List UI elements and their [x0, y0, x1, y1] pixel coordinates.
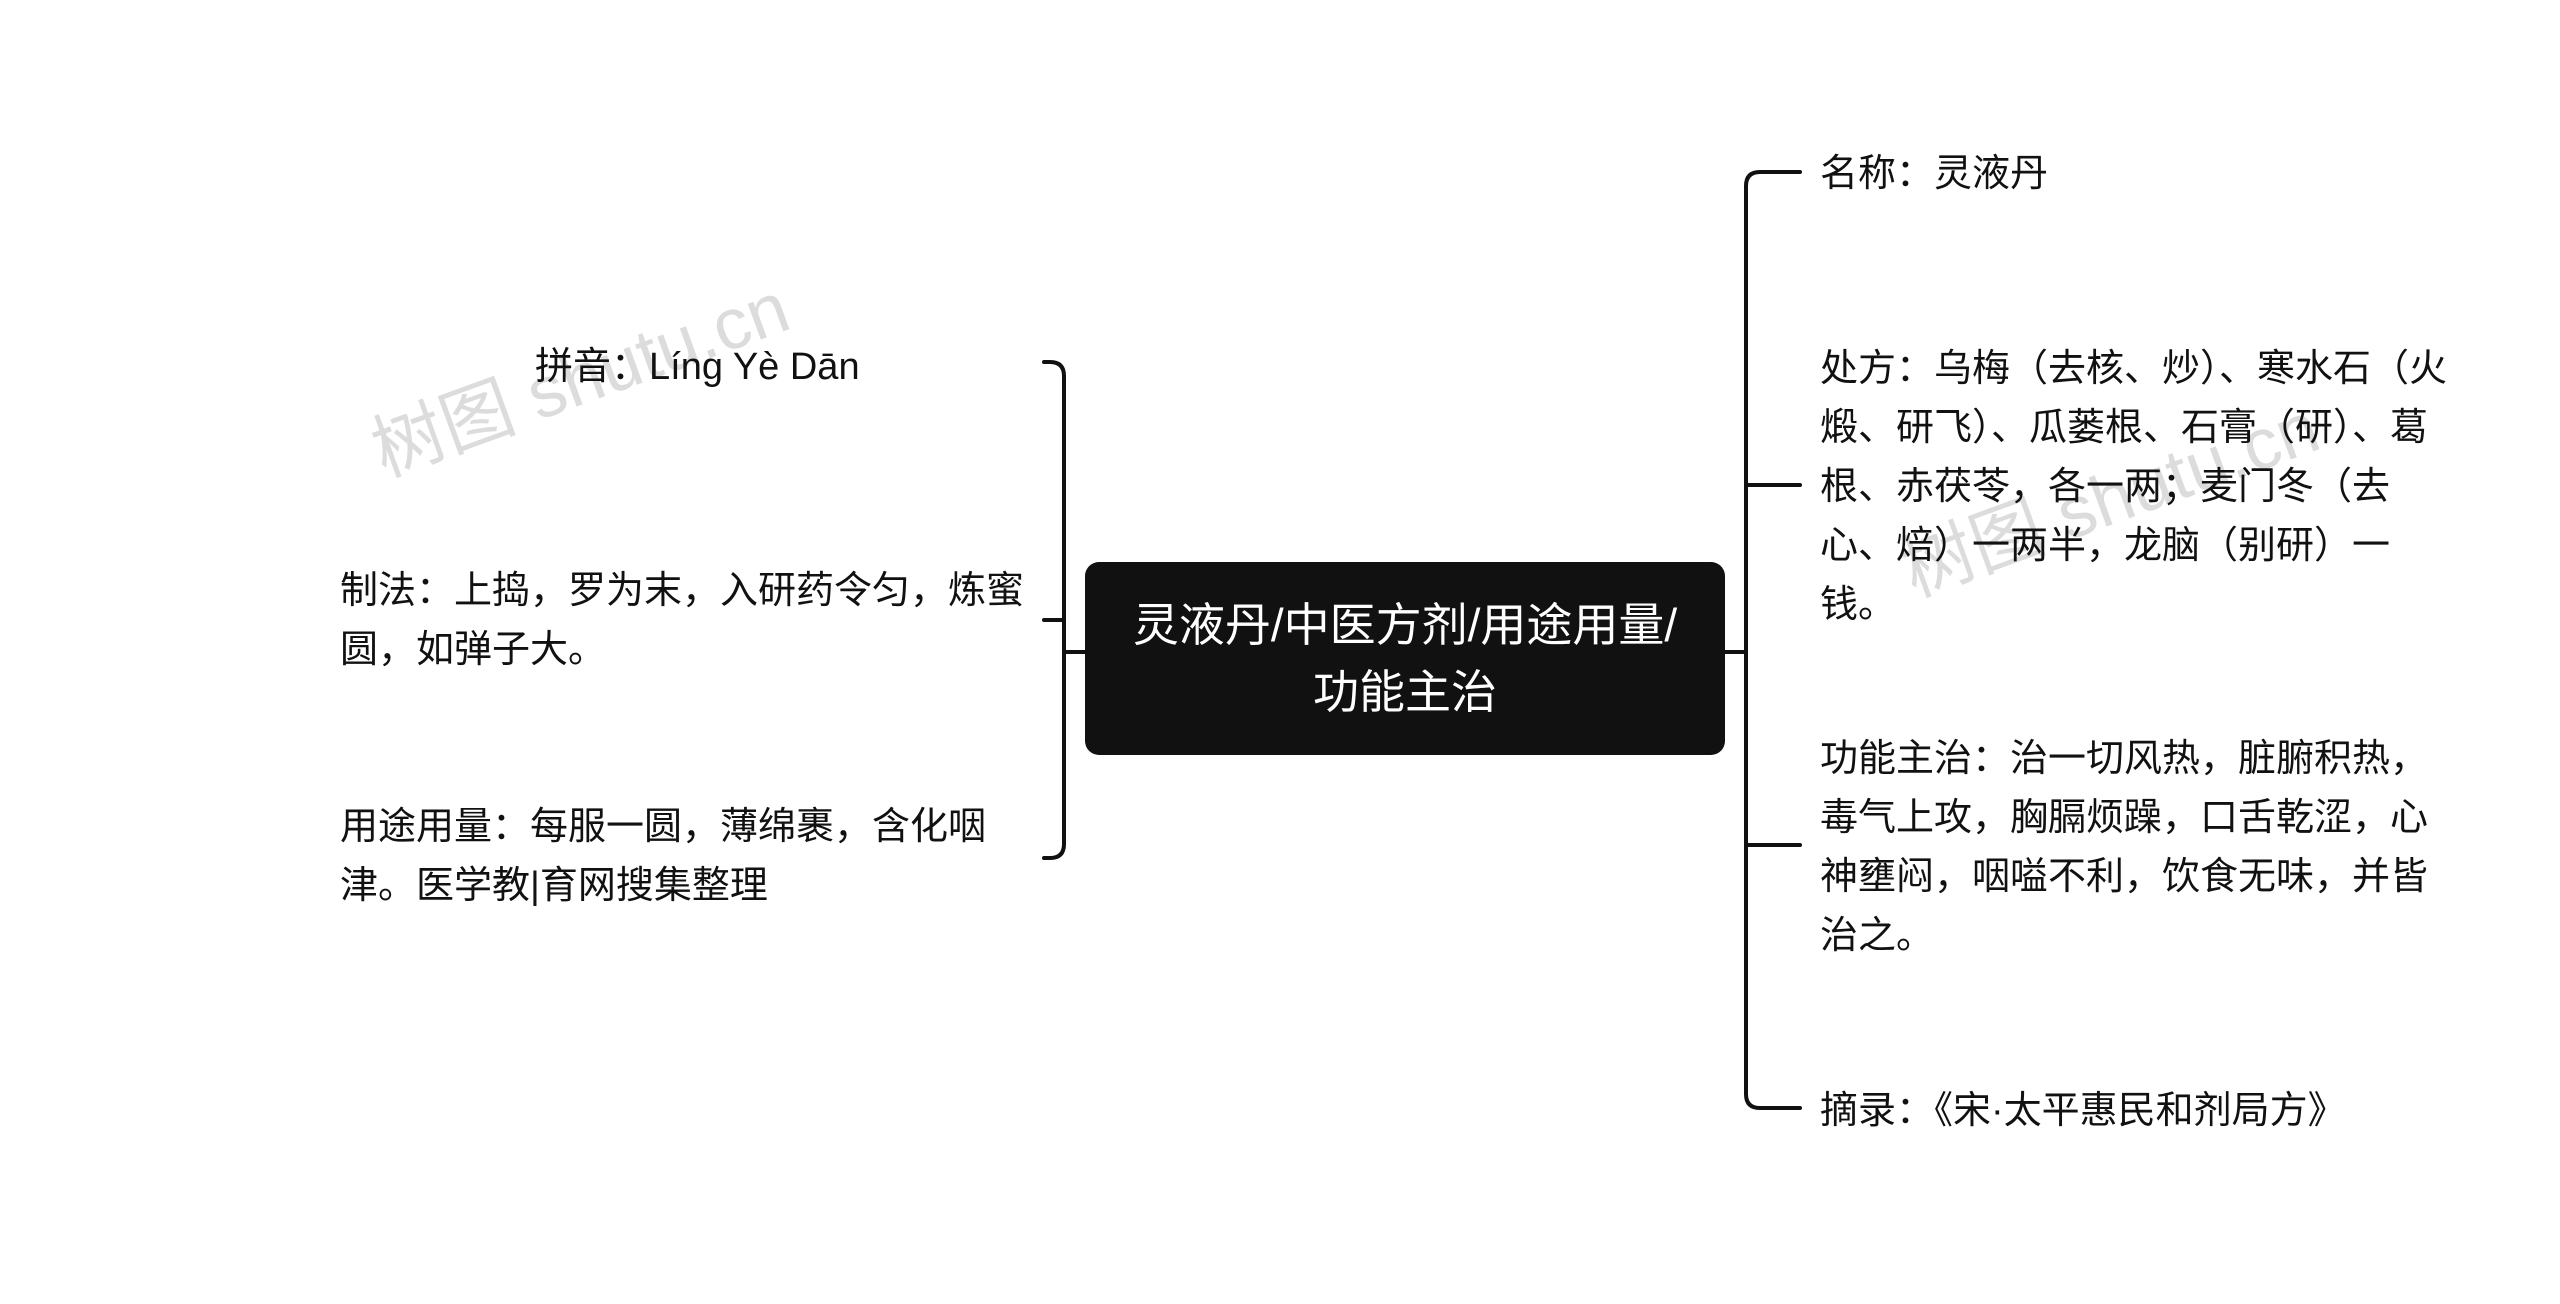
left-leaf-0: 拼音：Líng Yè Dān [535, 338, 1055, 397]
right-leaf-3: 摘录：《宋·太平惠民和剂局方》 [1820, 1082, 2460, 1141]
left-leaf-1: 制法：上捣，罗为末，入研药令匀，炼蜜圆，如弹子大。 [340, 562, 1060, 680]
right-leaf-1: 处方：乌梅（去核、炒）、寒水石（火煅、研飞）、瓜蒌根、石膏（研）、葛根、赤茯苓，… [1820, 340, 2460, 634]
mindmap-canvas: 树图 shutu.cn树图 shutu.cn 灵液丹/中医方剂/用途用量/功能主… [0, 0, 2560, 1304]
right-leaf-0: 名称：灵液丹 [1820, 145, 2460, 204]
center-node-text: 灵液丹/中医方剂/用途用量/功能主治 [1133, 599, 1677, 718]
right-leaf-2: 功能主治：治一切风热，脏腑积热，毒气上攻，胸膈烦躁，口舌乾涩，心神壅闷，咽嗌不利… [1820, 730, 2460, 966]
left-leaf-2: 用途用量：每服一圆，薄绵裹，含化咽津。医学教|育网搜集整理 [340, 798, 1060, 916]
center-node: 灵液丹/中医方剂/用途用量/功能主治 [1085, 562, 1725, 755]
